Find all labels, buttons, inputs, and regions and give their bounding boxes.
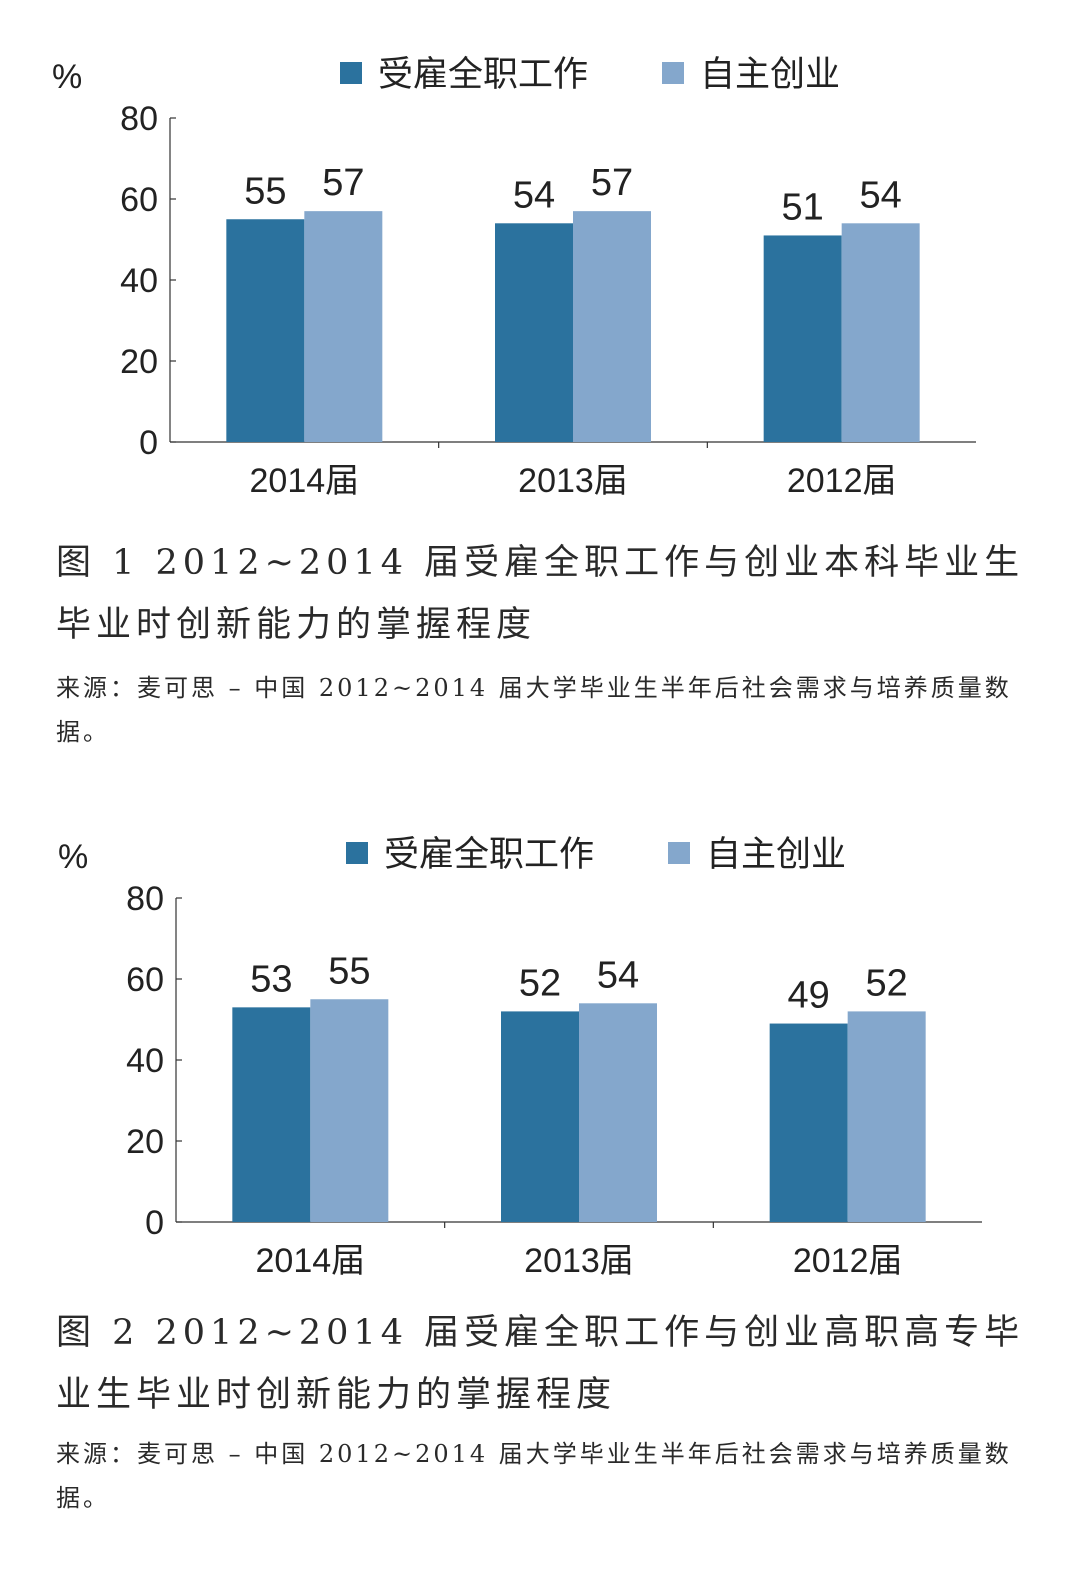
x-tick-label: 2012届 — [787, 462, 897, 500]
x-tick-label: 2013届 — [518, 462, 628, 500]
y-tick-label: 0 — [145, 1204, 164, 1242]
bar-chart-2: % 受雇全职工作 自主创业 0 20 40 60 80 53 55 2014届 52 54 2013届 49… — [58, 835, 982, 1280]
legend-label-2: 自主创业 — [700, 55, 840, 94]
data-label: 52 — [519, 962, 561, 1004]
bar — [495, 223, 573, 442]
legend-label-1: 受雇全职工作 — [378, 55, 588, 94]
y-unit-label: % — [52, 58, 82, 96]
legend-label-1: 受雇全职工作 — [384, 835, 594, 874]
bar — [573, 211, 651, 442]
bar — [847, 1011, 926, 1222]
bar — [226, 219, 305, 442]
legend-swatch-1 — [340, 62, 362, 84]
data-label: 52 — [866, 962, 908, 1004]
y-unit-label: % — [58, 838, 88, 876]
data-label: 49 — [788, 975, 830, 1017]
y-tick-label: 40 — [120, 262, 158, 300]
y-tick-label: 20 — [126, 1123, 164, 1161]
legend-swatch-2 — [662, 62, 684, 84]
source-note-2: 来源：麦可思 – 中国 2012~2014 届大学毕业生半年后社会需求与培养质量… — [56, 1440, 1012, 1512]
bar — [304, 211, 383, 442]
data-label: 53 — [250, 958, 292, 1000]
bar — [579, 1003, 657, 1222]
legend-swatch-2 — [668, 842, 690, 864]
data-label: 55 — [244, 170, 286, 212]
x-tick-label: 2012届 — [793, 1242, 903, 1280]
bar — [841, 223, 920, 442]
y-tick-label: 60 — [126, 961, 164, 999]
y-tick-label: 0 — [139, 424, 158, 462]
x-tick-label: 2013届 — [524, 1242, 634, 1280]
bar-chart-1: % 受雇全职工作 自主创业 0 20 40 60 80 55 57 2014届 54 57 2013届 51… — [52, 55, 976, 500]
data-label: 57 — [322, 162, 364, 204]
data-label: 51 — [782, 186, 824, 228]
legend-swatch-1 — [346, 842, 368, 864]
bar — [310, 999, 389, 1222]
chart-block-1: % 受雇全职工作 自主创业 0 20 40 60 80 55 57 2014届 54 57 2013届 51… — [0, 0, 1091, 780]
x-tick-label: 2014届 — [250, 462, 360, 500]
data-label: 54 — [513, 174, 555, 216]
figure-caption-2: 图 2 2012~2014 届受雇全职工作与创业高职高专毕业生毕业时创新能力的掌… — [56, 1313, 1025, 1415]
y-tick-label: 80 — [126, 880, 164, 918]
bar — [763, 235, 842, 442]
figure-caption-1: 图 1 2012~2014 届受雇全职工作与创业本科毕业生毕业时创新能力的掌握程… — [56, 543, 1025, 645]
data-label: 57 — [591, 162, 633, 204]
y-tick-label: 40 — [126, 1042, 164, 1080]
y-tick-label: 60 — [120, 181, 158, 219]
bar — [232, 1007, 311, 1222]
y-tick-label: 80 — [120, 100, 158, 138]
legend-label-2: 自主创业 — [706, 835, 846, 874]
bar — [501, 1011, 579, 1222]
x-tick-label: 2014届 — [256, 1242, 366, 1280]
y-tick-label: 20 — [120, 343, 158, 381]
data-label: 55 — [328, 950, 370, 992]
bar — [769, 1023, 848, 1222]
source-note-1: 来源：麦可思 – 中国 2012~2014 届大学毕业生半年后社会需求与培养质量… — [56, 674, 1012, 746]
data-label: 54 — [860, 174, 902, 216]
chart-block-2: % 受雇全职工作 自主创业 0 20 40 60 80 53 55 2014届 52 54 2013届 49… — [0, 780, 1091, 1540]
data-label: 54 — [597, 954, 639, 996]
